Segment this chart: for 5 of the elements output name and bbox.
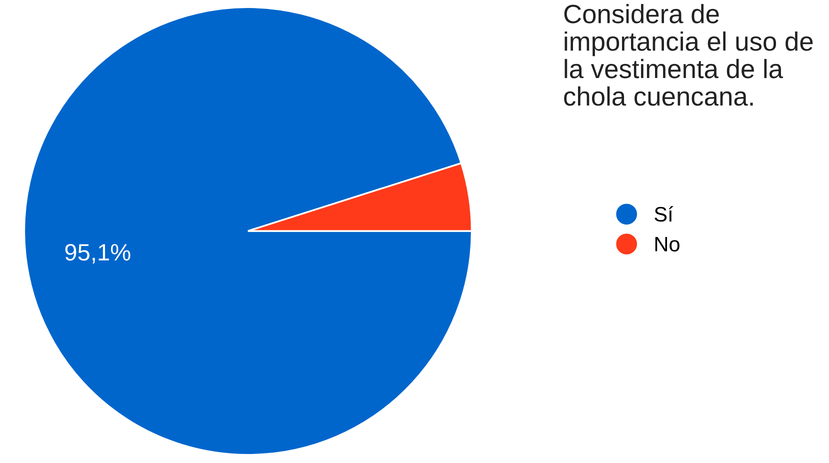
data-label: 95,1% (65, 244, 130, 264)
legend-label: No (655, 236, 680, 252)
pie-slice (23, 6, 473, 456)
legend-label: Sí (654, 206, 674, 222)
text: Considera de importancia el uso de la vestimenta de la chola cuencana. (564, 4, 813, 106)
